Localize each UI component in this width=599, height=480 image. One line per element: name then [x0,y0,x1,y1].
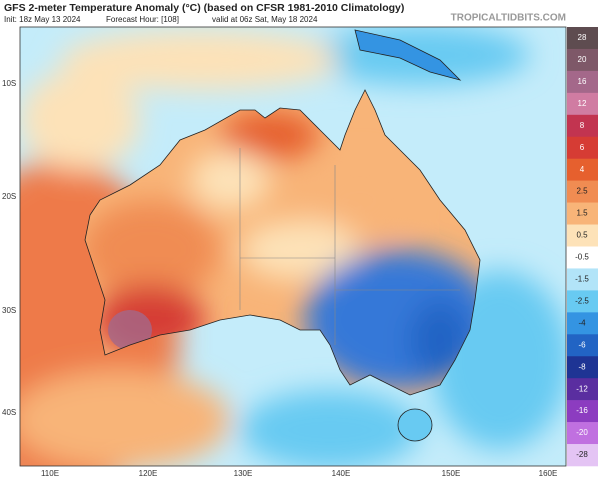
lat-label: 30S [2,306,16,315]
colorbar-tick-label: -0.5 [575,253,589,262]
colorbar-tick-label: -20 [576,428,588,437]
lon-label: 160E [539,469,558,478]
colorbar-tick-label: -12 [576,384,588,393]
lon-label: 130E [234,469,253,478]
colorbar-tick-label: -28 [576,450,588,459]
lat-label: 40S [2,408,16,417]
colorbar-swatch [567,136,598,159]
colorbar-swatch [567,334,598,357]
colorbar-tick-label: -8 [578,362,586,371]
map-frame [19,26,567,467]
colorbar-swatch [567,27,598,50]
colorbar-swatch [567,114,598,138]
colorbar-swatch [567,202,598,225]
colorbar-swatch [567,356,598,379]
valid-time: valid at 06z Sat, May 18 2024 [212,15,318,24]
forecast-hour: Forecast Hour: [108] [106,15,179,24]
colorbar-swatch [567,400,598,423]
map [20,27,566,466]
colorbar-tick-label: 12 [578,99,587,108]
colorbar-tick-label: -2.5 [575,296,589,305]
colorbar-tick-label: -6 [578,340,586,349]
lon-labels: 110E 120E 130E 140E 150E 160E [41,469,557,478]
colorbar-tick-label: 6 [580,143,585,152]
colorbar-swatch [567,312,598,335]
colorbar-swatch [567,224,598,247]
lat-labels: 10S 20S 30S 40S [2,79,16,417]
colorbar-swatch [567,246,598,269]
colorbar: 28 20 16 12 8 6 4 2.5 1.5 0.5 -0.5 -1.5 -2.5 -4 -6 -8 -1… [567,27,598,467]
colorbar-tick-label: 1.5 [576,209,588,218]
colorbar-swatch [567,422,598,445]
colorbar-tick-label: 0.5 [576,231,588,240]
colorbar-tick-label: -4 [578,318,586,327]
colorbar-swatch [567,268,598,291]
colorbar-swatch [567,378,598,401]
lat-label: 10S [2,79,16,88]
colorbar-tick-label: 28 [578,33,587,42]
colorbar-swatch [567,70,598,94]
colorbar-tick-label: 4 [580,165,585,174]
colorbar-tick-label: -16 [576,406,588,415]
colorbar-tick-label: 8 [580,121,585,130]
lon-label: 120E [139,469,158,478]
colorbar-swatch [567,158,598,181]
colorbar-swatch [567,48,598,72]
lon-label: 150E [442,469,461,478]
lon-label: 110E [41,469,59,478]
colorbar-swatch [567,290,598,313]
credit: TROPICALTIDBITS.COM [451,13,566,24]
colorbar-tick-label: 20 [578,55,587,64]
init: Init: 18z May 13 2024 [4,15,81,24]
lon-label: 140E [332,469,351,478]
colorbar-tick-label: 16 [578,77,587,86]
colorbar-tick-label: -1.5 [575,275,589,284]
title: GFS 2-meter Temperature Anomaly (°C) (ba… [4,2,404,14]
colorbar-tick-label: 2.5 [576,187,588,196]
lat-label: 20S [2,192,16,201]
colorbar-swatch [567,92,598,116]
colorbar-swatch [567,444,598,467]
colorbar-swatch [567,180,598,203]
